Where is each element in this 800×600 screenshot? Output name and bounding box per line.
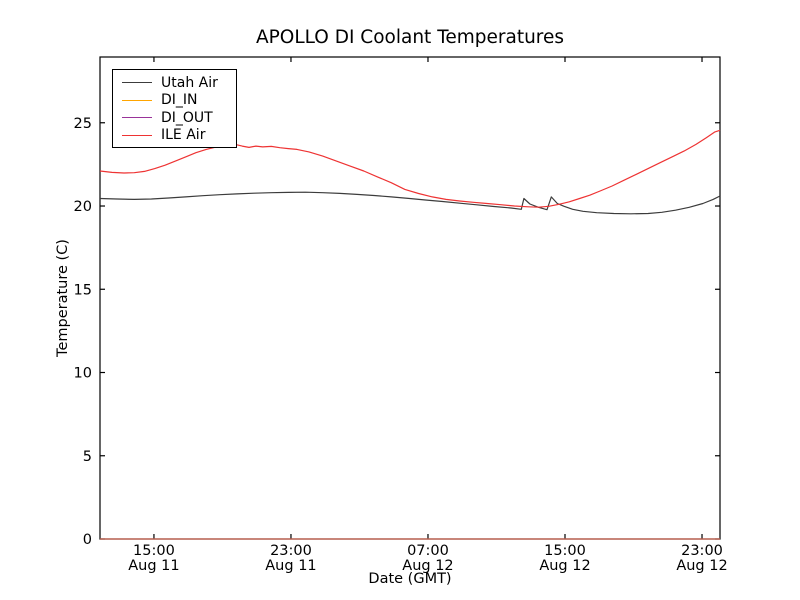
x-tick-label-time: 15:00 <box>133 543 175 559</box>
y-tick-label: 5 <box>83 449 92 465</box>
x-tick-label-date: Aug 12 <box>402 558 453 574</box>
legend-label-ile-air: ILE Air <box>161 127 206 144</box>
y-tick-label: 0 <box>83 532 92 548</box>
legend-label-utah-air: Utah Air <box>161 74 218 91</box>
x-tick-label-time: 23:00 <box>270 543 312 559</box>
legend-entry-di-out: DI_OUT <box>113 109 236 127</box>
y-tick-label: 25 <box>74 116 92 132</box>
series-line-utah-air <box>99 191 721 215</box>
x-tick-label-date: Aug 12 <box>676 558 727 574</box>
x-axis-label: Date (GMT) <box>368 571 452 587</box>
series-line-ile-air <box>99 129 721 208</box>
x-tick-label-date: Aug 11 <box>265 558 316 574</box>
x-tick-label-time: 07:00 <box>407 543 449 559</box>
legend-line-sample-ile-air <box>122 134 152 136</box>
x-tick-label-time: 15:00 <box>544 543 586 559</box>
y-tick-label: 10 <box>74 366 92 382</box>
x-tick-label-date: Aug 12 <box>539 558 590 574</box>
legend-entry-ile-air: ILE Air <box>113 127 236 145</box>
y-tick-label: 15 <box>74 282 92 298</box>
legend-line-sample-di-out <box>122 117 152 119</box>
y-tick-label: 20 <box>74 199 92 215</box>
legend: Utah Air DI_IN DI_OUT ILE Air <box>112 69 237 148</box>
y-axis-label: Temperature (C) <box>55 239 71 357</box>
legend-entry-utah-air: Utah Air <box>113 74 236 92</box>
x-tick-label-time: 23:00 <box>681 543 723 559</box>
legend-label-di-out: DI_OUT <box>161 109 213 126</box>
legend-label-di-in: DI_IN <box>161 92 198 109</box>
legend-line-sample-di-in <box>122 99 152 101</box>
x-tick-label-date: Aug 11 <box>128 558 179 574</box>
legend-line-sample-utah-air <box>122 82 152 84</box>
chart-title: APOLLO DI Coolant Temperatures <box>255 27 565 48</box>
legend-entry-di-in: DI_IN <box>113 92 236 110</box>
